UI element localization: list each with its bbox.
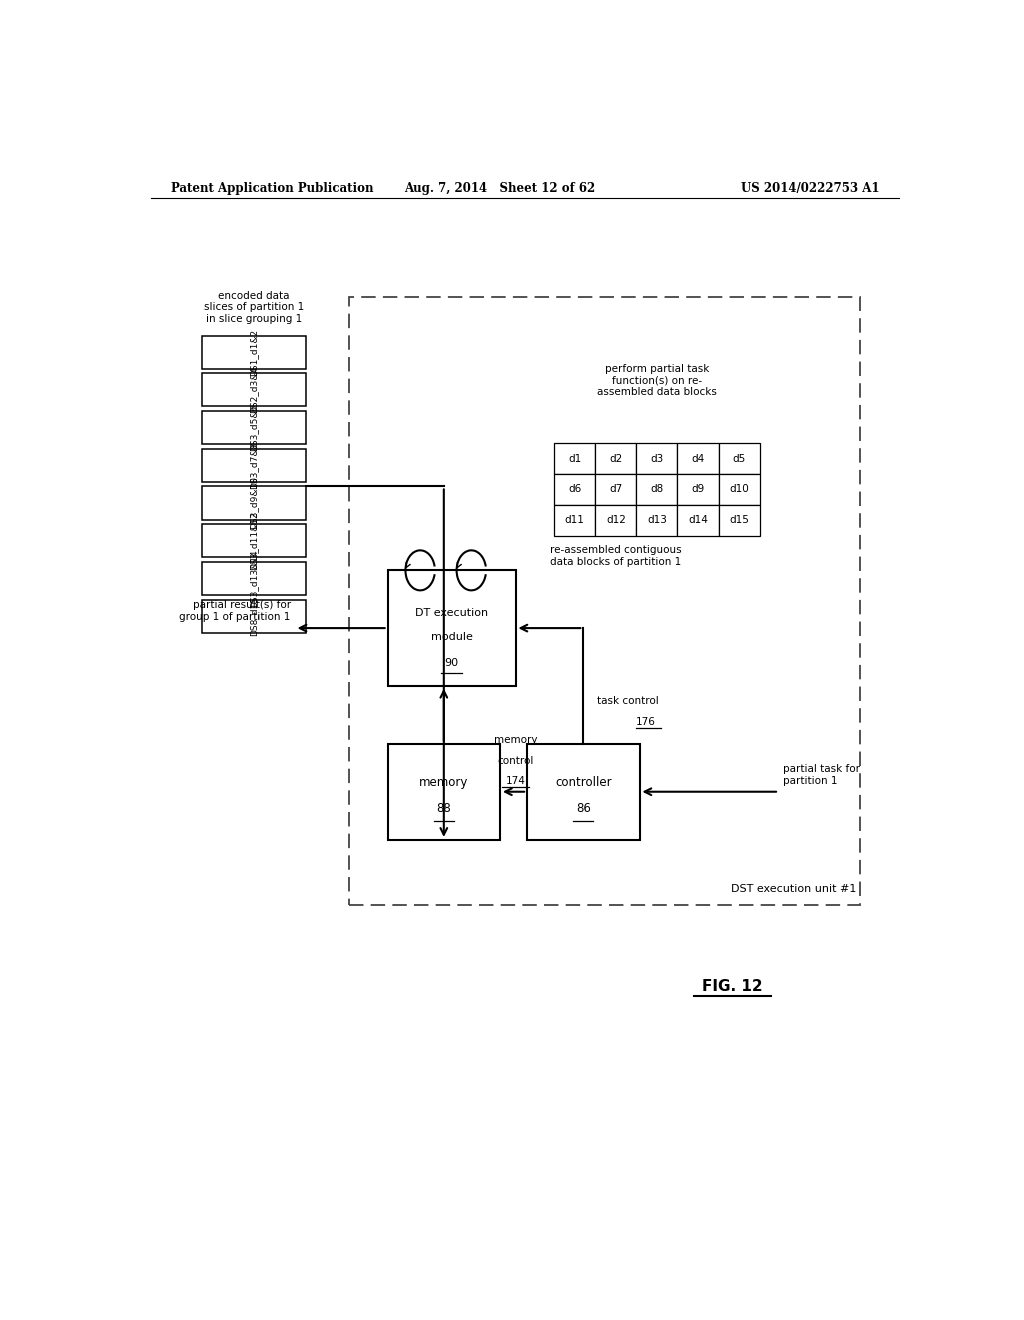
Text: d13: d13 — [647, 515, 667, 525]
Text: task control: task control — [597, 696, 658, 706]
FancyBboxPatch shape — [202, 524, 306, 557]
FancyBboxPatch shape — [636, 474, 678, 506]
Text: partial task for
partition 1: partial task for partition 1 — [783, 764, 860, 785]
FancyBboxPatch shape — [202, 487, 306, 520]
FancyBboxPatch shape — [595, 506, 636, 536]
FancyBboxPatch shape — [678, 474, 719, 506]
FancyBboxPatch shape — [554, 444, 595, 474]
Text: DT execution: DT execution — [415, 607, 488, 618]
Text: d15: d15 — [729, 515, 749, 525]
Text: Aug. 7, 2014   Sheet 12 of 62: Aug. 7, 2014 Sheet 12 of 62 — [404, 182, 596, 194]
Text: 174: 174 — [506, 776, 525, 785]
Text: Patent Application Publication: Patent Application Publication — [171, 182, 373, 194]
Text: DS3_d11&12: DS3_d11&12 — [250, 511, 258, 570]
Text: FIG. 12: FIG. 12 — [702, 978, 763, 994]
FancyBboxPatch shape — [202, 599, 306, 632]
Text: memory: memory — [419, 776, 469, 789]
Text: US 2014/0222753 A1: US 2014/0222753 A1 — [741, 182, 880, 194]
FancyBboxPatch shape — [554, 474, 595, 506]
Text: DS3_d13&14: DS3_d13&14 — [250, 549, 258, 607]
Text: 86: 86 — [575, 803, 591, 816]
FancyBboxPatch shape — [636, 506, 678, 536]
Text: d9: d9 — [691, 484, 705, 495]
Text: re-assembled contiguous
data blocks of partition 1: re-assembled contiguous data blocks of p… — [550, 545, 682, 566]
Text: DS3_d5&6: DS3_d5&6 — [250, 404, 258, 451]
Text: d2: d2 — [609, 454, 623, 463]
Text: d4: d4 — [691, 454, 705, 463]
Text: DS3_d9&10: DS3_d9&10 — [250, 477, 258, 529]
Text: 88: 88 — [436, 803, 452, 816]
Text: memory: memory — [494, 735, 538, 744]
Text: d5: d5 — [732, 454, 745, 463]
Text: controller: controller — [555, 776, 611, 789]
Text: 90: 90 — [444, 657, 459, 668]
FancyBboxPatch shape — [719, 444, 760, 474]
FancyBboxPatch shape — [636, 444, 678, 474]
FancyBboxPatch shape — [678, 506, 719, 536]
Text: DS8_d15: DS8_d15 — [250, 597, 258, 636]
Text: control: control — [498, 755, 534, 766]
FancyBboxPatch shape — [388, 743, 500, 840]
Text: perform partial task
function(s) on re-
assembled data blocks: perform partial task function(s) on re- … — [597, 364, 717, 397]
Text: d3: d3 — [650, 454, 664, 463]
FancyBboxPatch shape — [202, 411, 306, 444]
FancyBboxPatch shape — [595, 474, 636, 506]
Text: d6: d6 — [568, 484, 582, 495]
FancyBboxPatch shape — [527, 743, 640, 840]
FancyBboxPatch shape — [388, 570, 515, 686]
Text: d12: d12 — [606, 515, 626, 525]
FancyBboxPatch shape — [678, 444, 719, 474]
FancyBboxPatch shape — [719, 506, 760, 536]
Text: DS3_d7&8: DS3_d7&8 — [250, 442, 258, 488]
Text: d10: d10 — [729, 484, 749, 495]
Text: partial result(s) for
group 1 of partition 1: partial result(s) for group 1 of partiti… — [179, 601, 291, 622]
Text: d1: d1 — [568, 454, 582, 463]
FancyBboxPatch shape — [202, 562, 306, 595]
Text: encoded data
slices of partition 1
in slice grouping 1: encoded data slices of partition 1 in sl… — [204, 290, 304, 323]
Text: d8: d8 — [650, 484, 664, 495]
FancyBboxPatch shape — [202, 374, 306, 407]
Text: DST execution unit #1: DST execution unit #1 — [731, 884, 856, 894]
FancyBboxPatch shape — [202, 335, 306, 368]
FancyBboxPatch shape — [202, 449, 306, 482]
FancyBboxPatch shape — [554, 506, 595, 536]
Text: DS1_d1&2: DS1_d1&2 — [250, 329, 258, 376]
Text: DS2_d3&4: DS2_d3&4 — [250, 366, 258, 413]
Text: d14: d14 — [688, 515, 708, 525]
FancyBboxPatch shape — [719, 474, 760, 506]
Text: d7: d7 — [609, 484, 623, 495]
Text: module: module — [431, 632, 472, 643]
Text: 176: 176 — [636, 717, 655, 727]
FancyBboxPatch shape — [595, 444, 636, 474]
Text: d11: d11 — [565, 515, 585, 525]
